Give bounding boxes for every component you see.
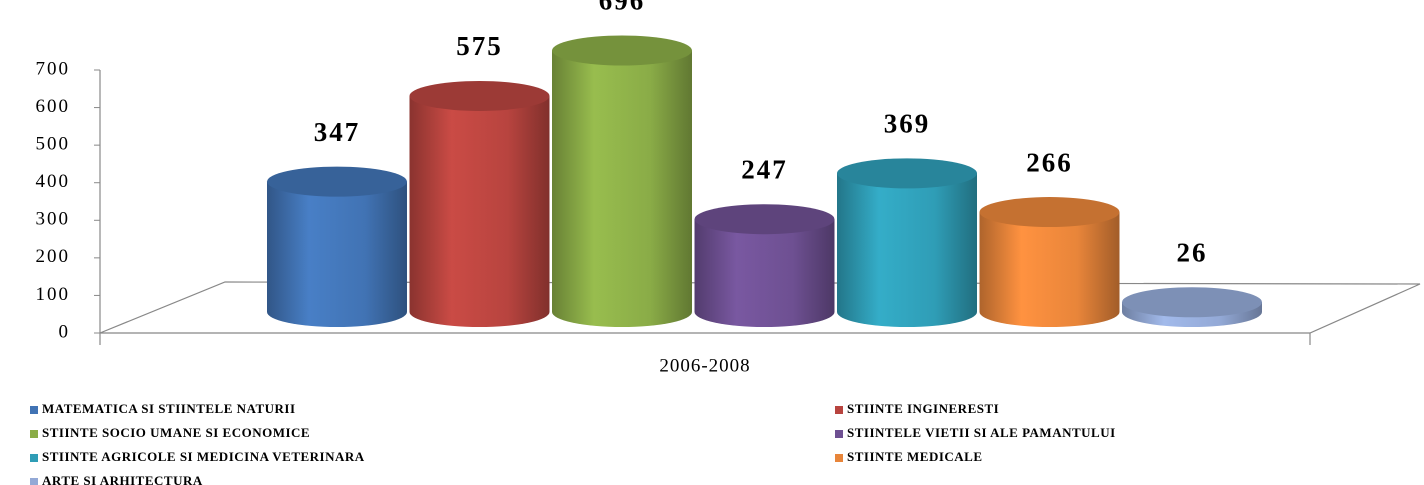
cylinder-top: [409, 80, 550, 111]
y-tick-label: 100: [36, 284, 71, 305]
legend-swatch: [30, 478, 38, 485]
legend-swatch: [30, 430, 38, 438]
x-category-label: 2006-2008: [659, 355, 750, 376]
legend-swatch: [30, 406, 38, 414]
data-label: 26: [1177, 237, 1208, 267]
legend-label: STIINTE AGRICOLE SI MEDICINA VETERINARA: [42, 449, 365, 464]
data-label: 266: [1026, 147, 1073, 177]
legend-swatch: [835, 406, 843, 414]
y-tick-label: 200: [36, 246, 71, 267]
legend-swatch: [835, 430, 843, 438]
y-tick-label: 400: [36, 171, 71, 192]
data-label: 575: [456, 31, 503, 61]
cylinder-body: [409, 95, 550, 328]
legend-label: STIINTE MEDICALE: [847, 449, 983, 464]
cylinder-top: [694, 204, 835, 235]
y-tick-label: 600: [36, 96, 71, 117]
floor-plane: [99, 281, 1421, 334]
cylinder-body: [267, 181, 407, 327]
legend-label: STIINTELE VIETII SI ALE PAMANTULUI: [847, 425, 1116, 440]
data-label: 347: [314, 117, 361, 147]
data-label: 696: [599, 0, 646, 16]
legend-label: STIINTE INGINERESTI: [847, 401, 999, 416]
cylinder-body: [979, 212, 1120, 328]
cylinder-top: [979, 197, 1120, 228]
data-label: 369: [884, 109, 931, 139]
legend-swatch: [30, 454, 38, 462]
legend-label: ARTE SI ARHITECTURA: [42, 473, 203, 485]
y-tick-label: 0: [59, 321, 71, 342]
y-tick-label: 300: [36, 209, 71, 230]
data-label: 247: [741, 154, 788, 184]
cylinder-top: [552, 35, 692, 66]
floor: [99, 70, 1421, 345]
cylinder-top: [837, 158, 977, 189]
cylinder-body: [837, 173, 977, 327]
cylinder-top: [1122, 287, 1262, 318]
legend-label: MATEMATICA SI STIINTELE NATURII: [42, 401, 296, 416]
legend-label: STIINTE SOCIO UMANE SI ECONOMICE: [42, 425, 310, 440]
cylinder-body: [694, 219, 835, 328]
y-tick-label: 700: [36, 58, 71, 79]
legend-swatch: [835, 454, 843, 462]
cylinder-top: [267, 166, 407, 197]
y-tick-label: 500: [36, 134, 71, 155]
cylinder-body: [552, 50, 692, 327]
